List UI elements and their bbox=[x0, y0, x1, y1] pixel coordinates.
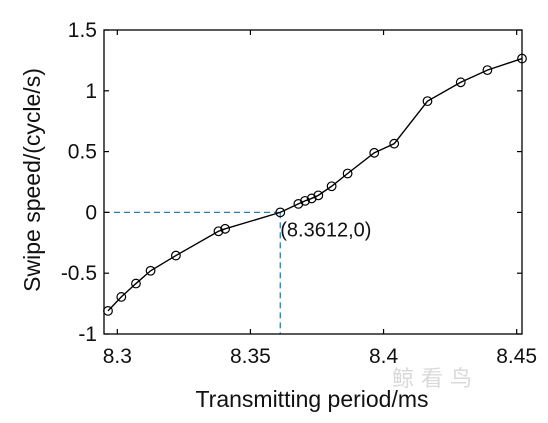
x-tick-label: 8.35 bbox=[230, 345, 271, 368]
data-point bbox=[300, 195, 310, 206]
data-point bbox=[422, 96, 433, 107]
data-point bbox=[145, 265, 156, 276]
data-point bbox=[170, 250, 181, 261]
annotation-guides bbox=[104, 211, 281, 334]
y-tick-label: 0.5 bbox=[68, 141, 97, 164]
plot-frame bbox=[103, 29, 523, 335]
watermark: 鲸 看 鸟 bbox=[392, 367, 472, 392]
data-point bbox=[220, 223, 231, 234]
data-point bbox=[455, 77, 466, 88]
x-tick-label: 8.3 bbox=[103, 345, 132, 368]
series-marker-layer bbox=[103, 53, 527, 316]
data-point bbox=[389, 138, 400, 149]
data-point bbox=[275, 207, 286, 218]
tick-label-layer: 8.3 8.35 8.4 8.45 -1 -0.5 0 0.5 1 1.5 bbox=[61, 19, 537, 368]
tick-layer bbox=[104, 29, 522, 335]
x-tick-label: 8.45 bbox=[496, 345, 537, 368]
data-point bbox=[306, 193, 317, 204]
y-axis-title: Swipe speed/(cycle/s) bbox=[19, 68, 45, 292]
y-tick-label: 1.5 bbox=[68, 19, 97, 42]
annotation-label: (8.3612,0) bbox=[280, 219, 371, 241]
data-point bbox=[116, 292, 127, 302]
y-tick-label: -1 bbox=[78, 323, 97, 346]
data-point bbox=[482, 65, 493, 76]
x-axis-title: Transmitting period/ms bbox=[195, 386, 428, 412]
data-point bbox=[213, 226, 224, 237]
y-tick-label: 1 bbox=[85, 80, 97, 103]
series-line bbox=[107, 57, 523, 312]
data-point bbox=[131, 278, 141, 289]
data-point bbox=[342, 168, 353, 179]
data-point bbox=[103, 305, 113, 316]
data-point bbox=[326, 181, 337, 192]
series-line-layer bbox=[107, 57, 523, 312]
y-tick-label: -0.5 bbox=[61, 262, 97, 285]
data-point bbox=[313, 190, 324, 201]
y-tick-label: 0 bbox=[85, 201, 97, 224]
data-point bbox=[293, 198, 304, 209]
x-tick-label: 8.4 bbox=[369, 345, 399, 368]
data-point bbox=[369, 147, 380, 158]
